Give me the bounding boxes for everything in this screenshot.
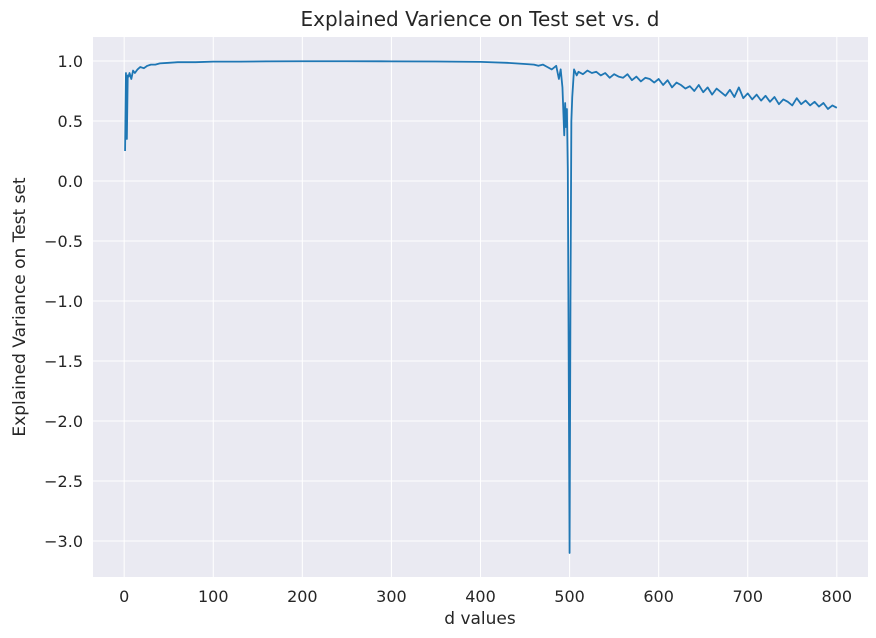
- y-tick-label: 1.0: [58, 52, 83, 71]
- x-tick-label: 200: [287, 587, 318, 606]
- chart-title: Explained Varience on Test set vs. d: [301, 7, 660, 31]
- x-tick-label: 100: [198, 587, 229, 606]
- y-axis-label: Explained Variance on Test set: [10, 177, 30, 437]
- x-tick-label: 800: [822, 587, 853, 606]
- series-line: [124, 60, 838, 554]
- y-tick-label: −1.5: [44, 352, 83, 371]
- y-tick-label: 0.5: [58, 112, 83, 131]
- y-tick-label: −3.0: [44, 532, 83, 551]
- y-tick-label: −1.0: [44, 292, 83, 311]
- y-tick-label: −2.0: [44, 412, 83, 431]
- x-tick-label: 400: [465, 587, 496, 606]
- x-tick-label: 500: [554, 587, 585, 606]
- y-tick-label: −0.5: [44, 232, 83, 251]
- x-tick-label: 0: [119, 587, 129, 606]
- y-tick-label: −2.5: [44, 472, 83, 491]
- x-tick-labels: 0 100 200 300 400 500 600 700 800: [119, 587, 852, 606]
- y-tick-label: 0.0: [58, 172, 83, 191]
- x-tick-label: 600: [643, 587, 674, 606]
- x-tick-label: 300: [376, 587, 407, 606]
- x-tick-label: 700: [732, 587, 763, 606]
- x-axis-label: d values: [444, 609, 516, 629]
- y-tick-labels: 1.0 0.5 0.0 −0.5 −1.0 −1.5 −2.0 −2.5 −3.0: [44, 52, 83, 551]
